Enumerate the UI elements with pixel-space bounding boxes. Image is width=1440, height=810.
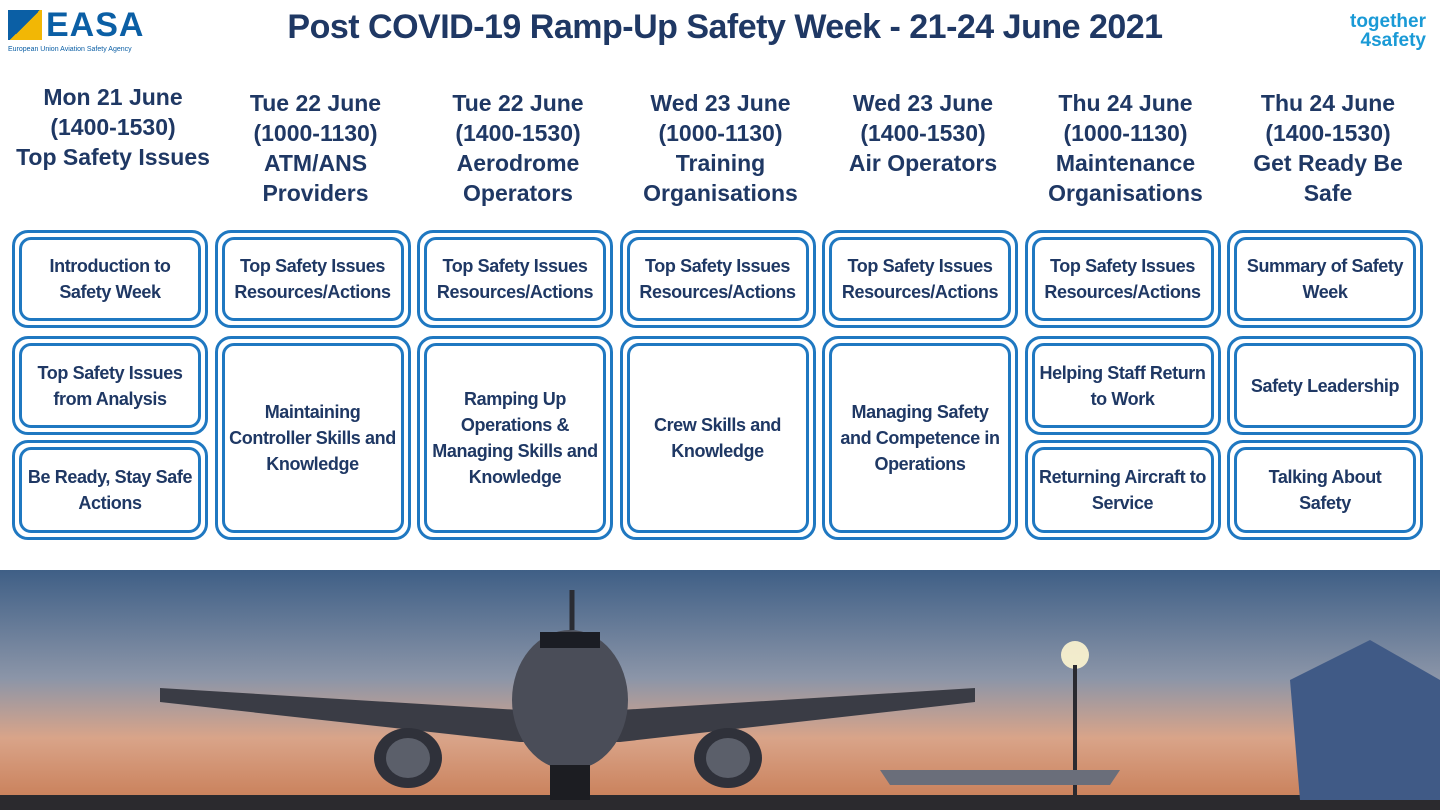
title: Post COVID-19 Ramp-Up Safety Week - 21-2… (287, 8, 1163, 46)
column-heading: Wed 23 June (1400-1530) Air Operators (822, 88, 1024, 178)
heading-topic: Air Operators (848, 150, 998, 176)
session-box: Managing Safety and Competence in Operat… (822, 336, 1018, 540)
heading-time: (1000-1130) (658, 120, 783, 146)
session-text: Safety Leadership (1234, 343, 1416, 428)
heading-day: Thu 24 June (1260, 90, 1396, 116)
tagline-line: 4safety (1360, 30, 1427, 51)
session-box: Summary of Safety Week (1227, 230, 1423, 328)
session-text: Managing Safety and Competence in Operat… (829, 343, 1011, 533)
column-heading: Mon 21 June (1400-1530) Top Safety Issues (12, 82, 214, 172)
session-text: Top Safety Issues Resources/Actions (1031, 237, 1214, 321)
column-heading: Tue 22 June (1000-1130) ATM/ANS Providers (215, 88, 417, 208)
column-heading: Thu 24 June (1000-1130) Maintenance Organi… (1025, 88, 1227, 208)
heading-time: (1400-1530) (1265, 120, 1391, 146)
column-heading: Thu 24 June (1400-1530) Get Ready Be Safe (1227, 88, 1429, 208)
column-heading: Wed 23 June (1000-1130) Training Organisat… (620, 88, 822, 208)
session-text: Helping Staff Return to Work (1031, 343, 1214, 428)
session-box: Top Safety Issues Resources/Actions (417, 230, 613, 328)
session-box: Returning Aircraft to Service (1024, 440, 1221, 540)
heading-day: Tue 22 June (249, 90, 382, 116)
heading-time: (1000-1130) (253, 120, 378, 146)
column-heading: Tue 22 June (1400-1530) Aerodrome Operator… (417, 88, 619, 208)
session-box: Top Safety Issues Resources/Actions (822, 230, 1018, 328)
heading-time: (1400-1530) (455, 120, 581, 146)
heading-day: Mon 21 June (43, 84, 183, 110)
agency-name: European Union Aviation Safety Agency (8, 46, 132, 53)
tagline-line: together (1350, 11, 1426, 32)
session-box: Top Safety Issues Resources/Actions (1024, 230, 1221, 328)
heading-day: Wed 23 June (852, 90, 994, 116)
heading-topic: Get Ready Be Safe (1253, 150, 1403, 206)
tagline: together 4safety (1350, 12, 1426, 50)
heading-day: Thu 24 June (1058, 90, 1193, 116)
session-text: Crew Skills and Knowledge (626, 343, 809, 533)
session-box: Crew Skills and Knowledge (619, 336, 816, 540)
heading-topic: Training Organisations (643, 150, 798, 206)
session-box: Helping Staff Return to Work (1024, 336, 1221, 435)
session-text: Top Safety Issues Resources/Actions (626, 237, 809, 321)
session-box: Be Ready, Stay Safe Actions (12, 440, 208, 540)
heading-topic: ATM/ANS Providers (262, 150, 369, 206)
session-text: Be Ready, Stay Safe Actions (19, 447, 201, 533)
session-box: Top Safety Issues Resources/Actions (214, 230, 411, 328)
session-box: Top Safety Issues from Analysis (12, 336, 208, 435)
session-text: Maintaining Controller Skills and Knowle… (221, 343, 404, 533)
session-text: Returning Aircraft to Service (1031, 447, 1214, 533)
airport-photo (0, 570, 1440, 810)
heading-topic: Top Safety Issues (16, 144, 210, 170)
session-text: Summary of Safety Week (1234, 237, 1416, 321)
heading-topic: Maintenance Organisations (1048, 150, 1203, 206)
session-box: Talking About Safety (1227, 440, 1423, 540)
heading-time: (1400-1530) (50, 114, 176, 140)
session-text: Top Safety Issues Resources/Actions (221, 237, 404, 321)
logo-mark (8, 10, 42, 40)
heading-topic: Aerodrome Operators (456, 150, 580, 206)
session-text: Top Safety Issues Resources/Actions (424, 237, 606, 321)
session-text: Talking About Safety (1234, 447, 1416, 533)
session-box: Introduction to Safety Week (12, 230, 208, 328)
heading-day: Tue 22 June (452, 90, 584, 116)
session-text: Top Safety Issues Resources/Actions (829, 237, 1011, 321)
session-box: Ramping Up Operations & Managing Skills … (417, 336, 613, 540)
session-text: Introduction to Safety Week (19, 237, 201, 321)
heading-time: (1400-1530) (860, 120, 986, 146)
easa-logo: EASA European Union Aviation Safety Agen… (8, 6, 143, 56)
session-text: Top Safety Issues from Analysis (19, 343, 201, 428)
logo-text: EASA (46, 6, 145, 44)
session-box: Safety Leadership (1227, 336, 1423, 435)
session-box: Top Safety Issues Resources/Actions (619, 230, 816, 328)
session-text: Ramping Up Operations & Managing Skills … (424, 343, 606, 533)
heading-time: (1000-1130) (1063, 120, 1188, 146)
heading-day: Wed 23 June (650, 90, 791, 116)
session-box: Maintaining Controller Skills and Knowle… (214, 336, 411, 540)
